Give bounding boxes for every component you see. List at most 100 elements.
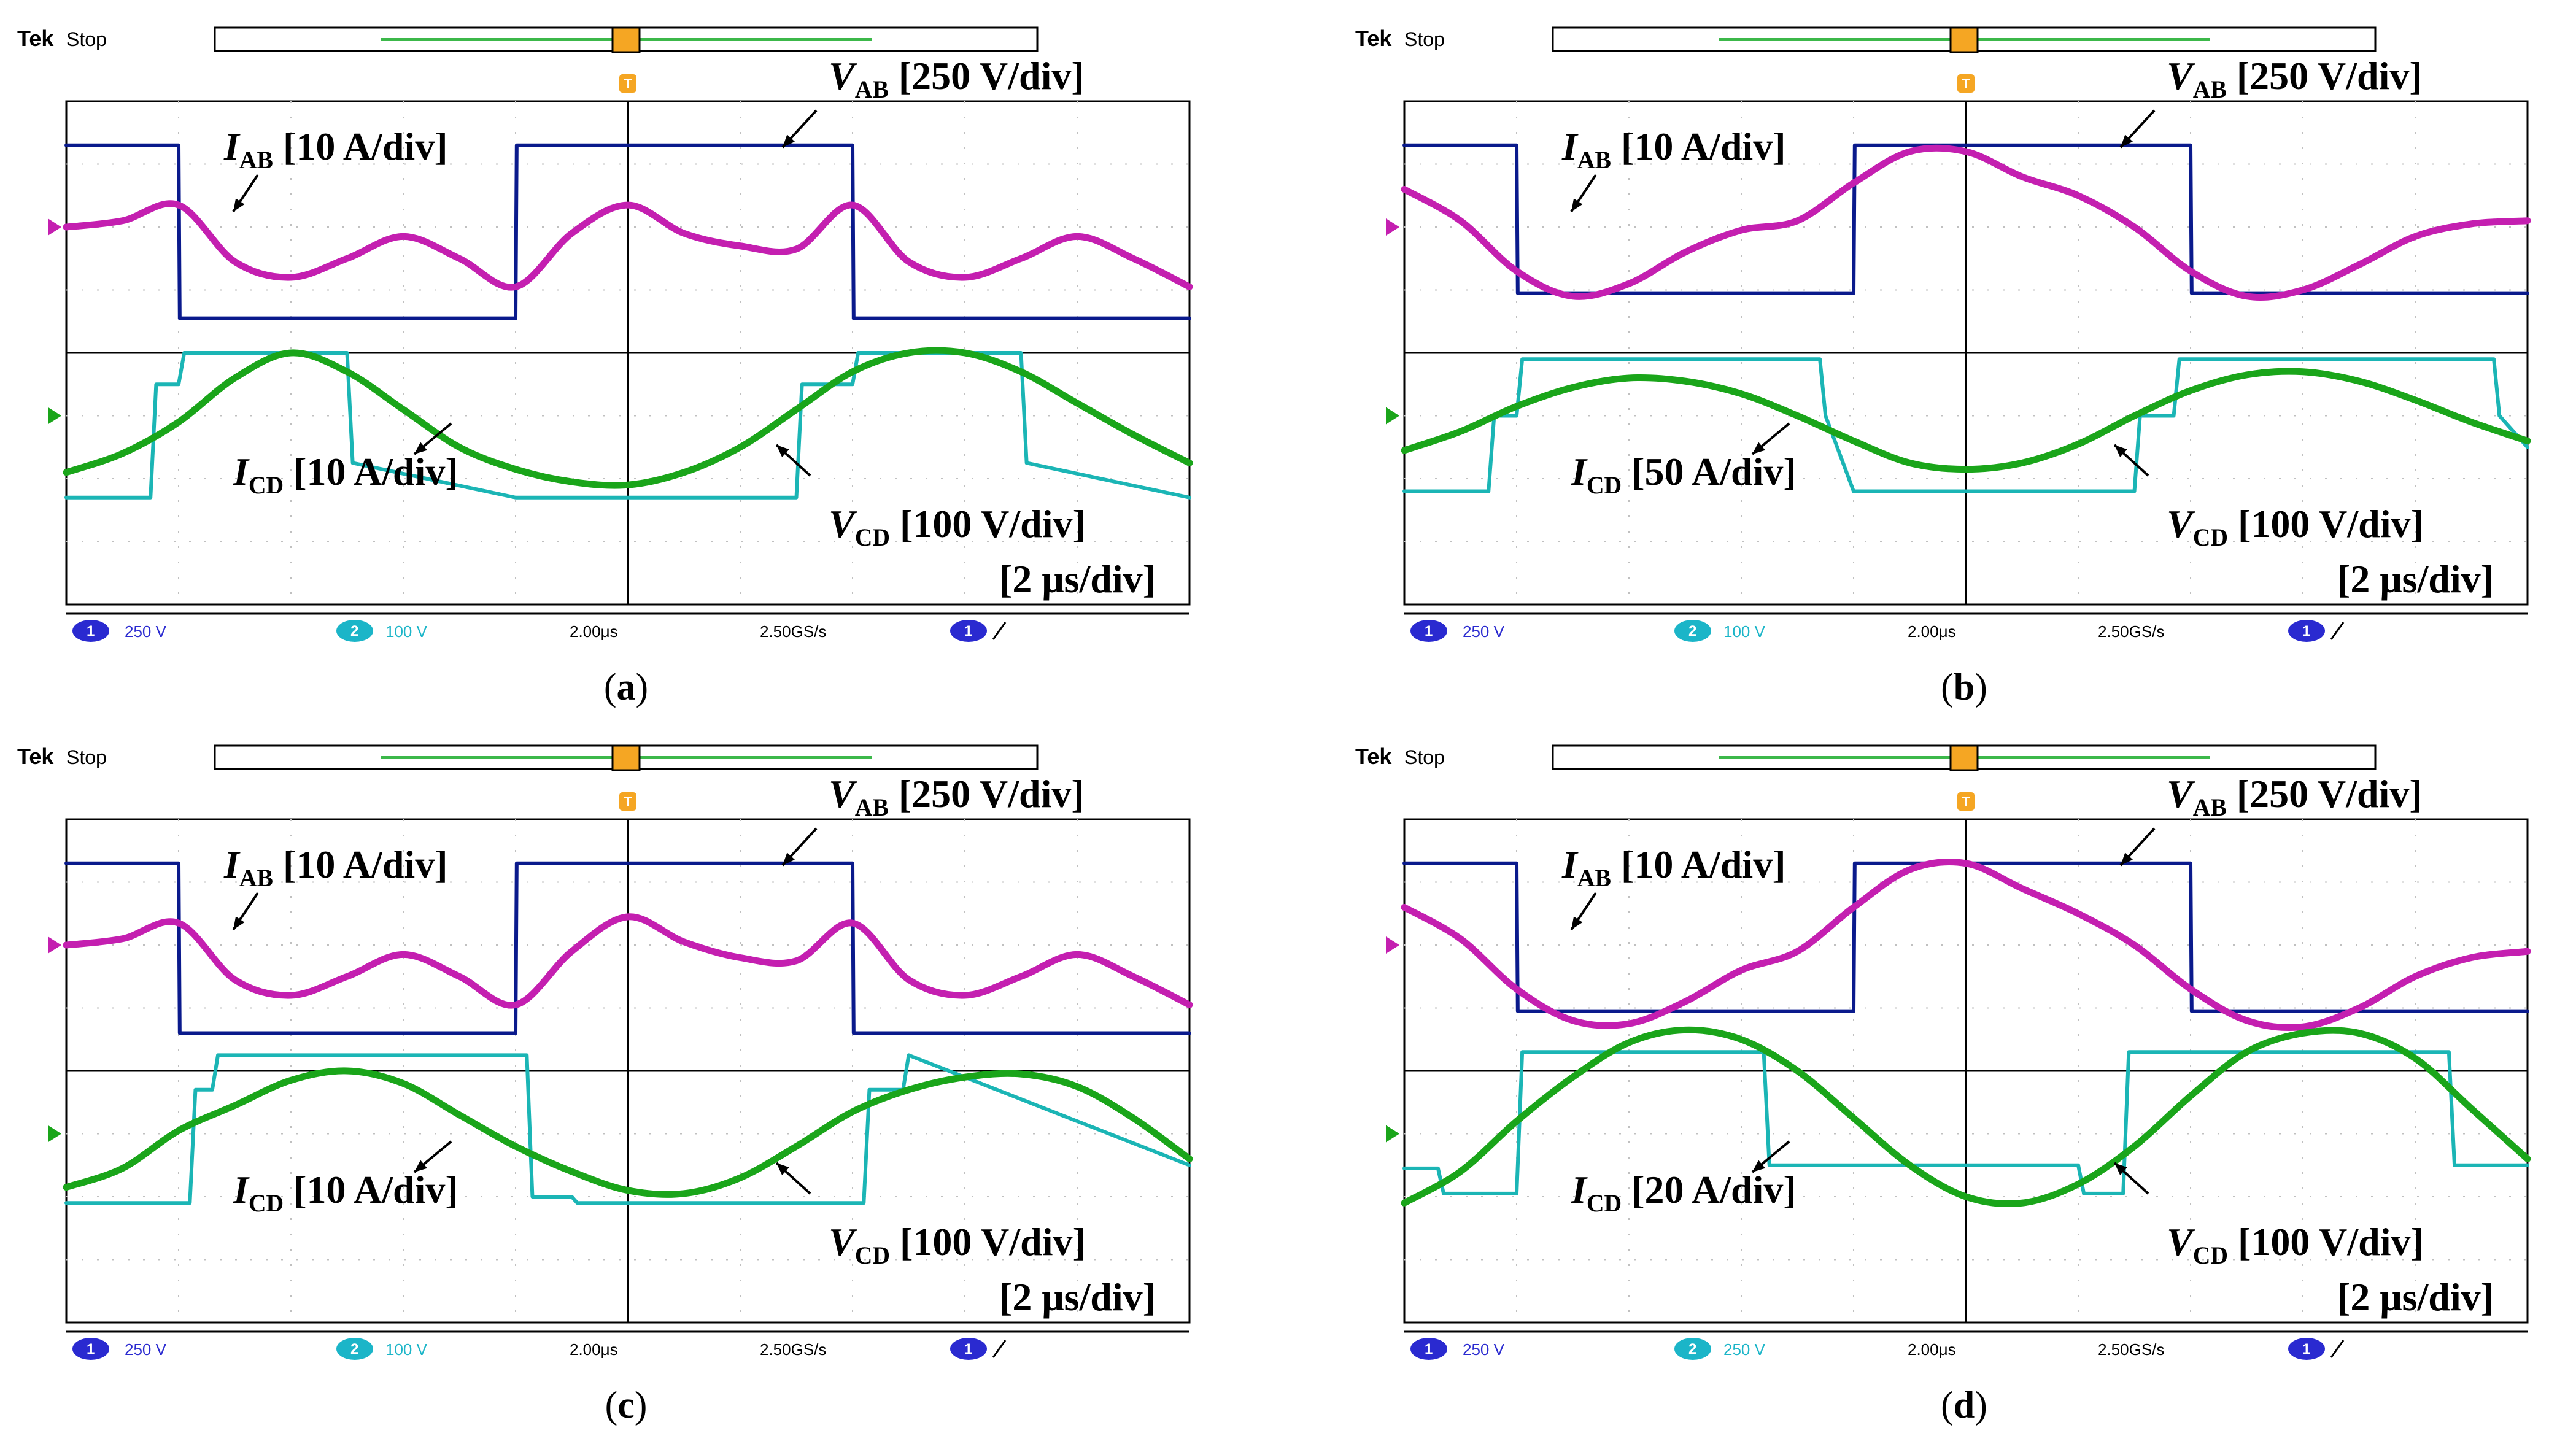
oscilloscope-panel-c: Tek Stop T VAB [250 V/div] IAB [10 A/div] ICD… <box>12 718 1240 1424</box>
caption-letter: a <box>616 666 636 708</box>
trigger-slope-icon <box>2330 1340 2345 1358</box>
caption-close: ) <box>1975 1384 1987 1426</box>
timebase-readout: 2.00μs <box>1908 622 1956 641</box>
iab-subscript: AB <box>1577 865 1611 892</box>
annotation-arrowhead <box>1571 198 1583 212</box>
annotation-arrowhead <box>1752 1160 1766 1172</box>
channel2-scale: 250 V <box>1723 1340 1766 1359</box>
annotation-arrowhead <box>2114 1163 2127 1175</box>
annotation-arrowhead <box>776 445 789 457</box>
label-icd: ICD [10 A/div] <box>233 1168 458 1217</box>
icd-scale: [10 A/div] <box>284 450 458 493</box>
trigger-source-number: 1 <box>2302 1341 2310 1357</box>
channel1-badge <box>72 620 109 642</box>
label-vab: VAB [250 V/div] <box>2167 772 2423 821</box>
annotation-arrowhead <box>414 442 428 454</box>
icd-subscript: CD <box>249 472 284 499</box>
trace-icd <box>1401 368 2531 473</box>
channel1-number: 1 <box>1425 1341 1433 1357</box>
channel2-number: 2 <box>1688 623 1696 639</box>
vab-symbol: V <box>2167 54 2196 98</box>
channel1-number: 1 <box>87 1341 95 1357</box>
trigger-position-marker <box>611 744 641 771</box>
tek-logo: Tek <box>17 26 54 51</box>
tek-logo: Tek <box>17 744 54 769</box>
trigger-source-badge <box>2288 620 2325 642</box>
trace-vab <box>64 861 1191 1035</box>
channel2-badge <box>1674 1338 1711 1360</box>
trigger-position-marker <box>611 26 641 53</box>
trace-iab <box>1401 144 2531 301</box>
trace-iab <box>63 913 1193 1009</box>
icd-subscript: CD <box>1587 472 1622 499</box>
icd-symbol: I <box>233 450 250 493</box>
iab-ground-marker <box>48 218 61 236</box>
label-vab: VAB [250 V/div] <box>829 772 1085 821</box>
trace-vcd <box>1402 1050 2529 1195</box>
vab-subscript: AB <box>2193 76 2227 103</box>
trigger-position-marker <box>1949 744 1979 771</box>
channel1-scale: 250 V <box>125 1340 167 1359</box>
channel2-badge <box>336 620 373 642</box>
status-bar <box>1404 1332 2528 1370</box>
vab-scale: [250 V/div] <box>2227 772 2423 816</box>
trigger-slope-icon <box>992 1340 1007 1358</box>
annotation-arrowhead <box>233 916 245 930</box>
trigger-point-label: T <box>1962 76 1970 91</box>
time-scale-label: [2 μs/div] <box>999 557 1156 601</box>
channel2-badge <box>336 1338 373 1360</box>
acquisition-state: Stop <box>1404 746 1445 768</box>
channel1-scale: 250 V <box>1463 1340 1505 1359</box>
trace-vcd <box>64 1053 1191 1205</box>
trigger-point-marker <box>1957 792 1975 811</box>
trace-vab <box>64 143 1191 320</box>
vcd-subscript: CD <box>2193 1242 2228 1269</box>
status-bar <box>66 1332 1189 1370</box>
icd-scale: [20 A/div] <box>1622 1168 1796 1211</box>
vab-scale: [250 V/div] <box>889 772 1085 816</box>
trigger-point-label: T <box>624 794 632 809</box>
trigger-position-marker <box>1949 26 1979 53</box>
vcd-scale: [100 V/div] <box>2228 1220 2424 1264</box>
vcd-symbol: V <box>829 502 858 546</box>
icd-subscript: CD <box>1587 1190 1622 1217</box>
time-scale-label: [2 μs/div] <box>999 1275 1156 1319</box>
trace-icd <box>1401 1026 2531 1207</box>
status-bar <box>66 614 1189 652</box>
trigger-point-marker <box>619 74 636 93</box>
vcd-subscript: CD <box>855 524 890 551</box>
annotation-arrowhead <box>776 1163 789 1175</box>
iab-symbol: I <box>223 125 241 168</box>
vcd-symbol: V <box>2167 502 2196 546</box>
annotation-arrowhead <box>783 852 795 865</box>
label-iab: IAB [10 A/div] <box>1561 843 1786 892</box>
oscilloscope-panel-d: Tek Stop T VAB [250 V/div] IAB [10 A/div] ICD… <box>1350 718 2576 1424</box>
acquisition-state: Stop <box>66 746 107 768</box>
status-bar <box>1404 614 2528 652</box>
channel2-scale: 100 V <box>1723 622 1766 641</box>
iab-scale: [10 A/div] <box>273 125 447 168</box>
oscilloscope-panel-a: Tek Stop T VAB [250 V/div] IAB [10 A/div] ICD… <box>12 0 1240 706</box>
label-vcd: VCD [100 V/div] <box>829 502 1086 551</box>
vab-symbol: V <box>829 54 858 98</box>
icd-ground-marker <box>48 407 61 425</box>
icd-ground-marker <box>1386 1125 1399 1143</box>
iab-symbol: I <box>1561 843 1579 886</box>
caption-close: ) <box>1975 666 1987 708</box>
vcd-subscript: CD <box>2193 524 2228 551</box>
annotation-arrowhead <box>783 134 795 147</box>
vab-subscript: AB <box>2193 794 2227 821</box>
channel2-scale: 100 V <box>385 622 428 641</box>
label-vab: VAB [250 V/div] <box>829 54 1085 103</box>
channel2-badge <box>1674 620 1711 642</box>
icd-symbol: I <box>1571 450 1588 493</box>
trigger-slope-icon <box>2330 622 2345 640</box>
label-icd: ICD [10 A/div] <box>233 450 458 499</box>
vab-scale: [250 V/div] <box>889 54 1085 98</box>
vab-symbol: V <box>2167 772 2196 816</box>
sample-rate-readout: 2.50GS/s <box>2098 1340 2164 1359</box>
trigger-point-label: T <box>1962 794 1970 809</box>
trace-vcd <box>1402 357 2529 493</box>
